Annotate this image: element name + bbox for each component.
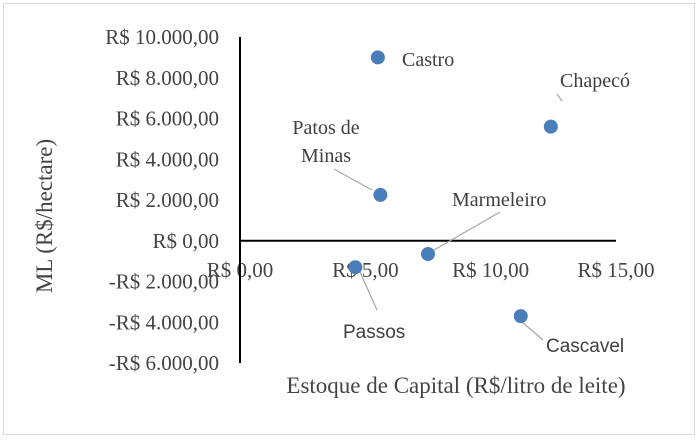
point-label: Chapecó [560, 70, 630, 92]
data-point [513, 309, 528, 324]
y-tick-label: R$ 10.000,00 [105, 25, 219, 49]
y-tick-label: -R$ 2.000,00 [109, 270, 219, 294]
x-tick-label: R$ 5,00 [332, 258, 399, 282]
y-tick-label: R$ 2.000,00 [116, 188, 219, 212]
data-point [348, 260, 363, 275]
data-point [543, 119, 558, 134]
leader-line [521, 321, 544, 341]
leader-line [556, 93, 563, 102]
leader-line [359, 271, 378, 311]
y-tick-labels: R$ 10.000,00 R$ 8.000,00 R$ 6.000,00 R$ 4.0… [105, 25, 219, 375]
x-tick-label: R$ 15,00 [577, 258, 654, 282]
y-tick-label: R$ 4.000,00 [116, 147, 219, 171]
y-tick-label: R$ 6.000,00 [116, 107, 219, 131]
point-label: Minas [301, 145, 351, 167]
y-tick-label: -R$ 6.000,00 [109, 351, 219, 375]
x-axis-title: Estoque de Capital (R$/litro de leite) [286, 373, 625, 398]
point-label: Castro [402, 49, 454, 71]
leader-line [333, 168, 373, 191]
point-label: Patos de [292, 117, 359, 139]
leader-lines [333, 93, 563, 341]
x-tick-label: R$ 10,00 [452, 258, 529, 282]
data-point [373, 187, 388, 202]
leader-line [433, 211, 501, 251]
point-label: Marmeleiro [452, 189, 546, 211]
y-axis-title: ML (R$/hectare) [32, 139, 57, 293]
chart-frame [3, 3, 695, 435]
y-tick-label: -R$ 4.000,00 [109, 310, 219, 334]
data-point [370, 50, 385, 65]
y-tick-label: R$ 0,00 [152, 229, 219, 253]
data-points [348, 50, 558, 324]
x-tick-labels: R$ 0,00 R$ 5,00 R$ 10,00 R$ 15,00 [207, 258, 655, 282]
point-label: Passos [343, 322, 405, 343]
point-label: Cascavel [546, 336, 624, 357]
y-tick-label: R$ 8.000,00 [116, 66, 219, 90]
point-labels: Castro Chapecó Patos de Minas Marmeleiro Pass… [292, 49, 630, 357]
data-point [421, 246, 435, 261]
